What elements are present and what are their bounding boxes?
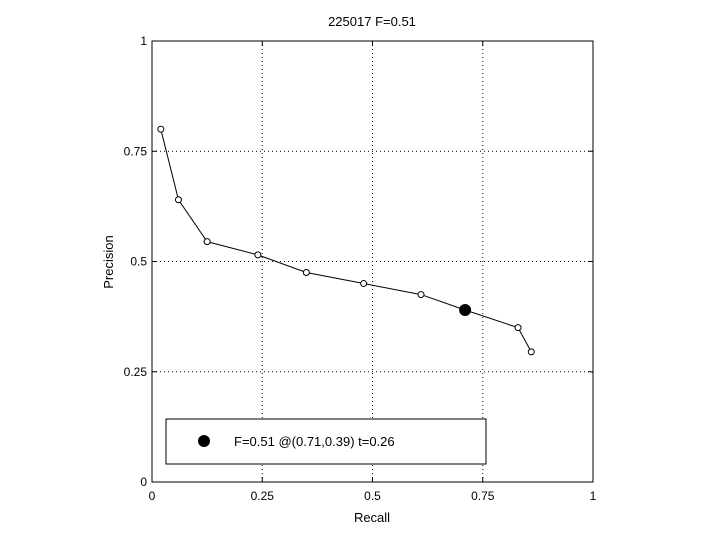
series-point xyxy=(203,238,211,246)
series-point xyxy=(514,324,522,332)
x-tick-label: 0.5 xyxy=(364,489,381,503)
x-axis-label: Recall xyxy=(354,510,390,525)
x-tick-labels: 0 0.25 0.5 0.75 1 xyxy=(149,489,597,503)
pr-curve-series xyxy=(157,125,535,356)
series-point xyxy=(254,251,262,259)
series-point xyxy=(527,348,535,356)
x-tick-label: 0.75 xyxy=(471,489,495,503)
series-point xyxy=(157,125,165,133)
chart-title: 225017 F=0.51 xyxy=(328,14,416,29)
y-tick-label: 0.75 xyxy=(124,144,148,158)
legend-marker xyxy=(198,435,210,447)
y-tick-label: 0.25 xyxy=(124,365,148,379)
y-axis-label: Precision xyxy=(101,235,116,288)
x-tick-label: 0.25 xyxy=(251,489,275,503)
x-tick-label: 1 xyxy=(590,489,597,503)
series-point xyxy=(302,269,310,277)
axis-ticks xyxy=(151,40,594,483)
y-tick-label: 0 xyxy=(140,475,147,489)
legend: F=0.51 @(0.71,0.39) t=0.26 xyxy=(165,418,487,465)
y-tick-label: 0.5 xyxy=(130,255,147,269)
series-point xyxy=(417,291,425,299)
grid-lines xyxy=(152,41,593,482)
x-tick-label: 0 xyxy=(149,489,156,503)
series-point xyxy=(360,280,368,288)
legend-text: F=0.51 @(0.71,0.39) t=0.26 xyxy=(234,434,395,449)
y-tick-label: 1 xyxy=(140,34,147,48)
y-tick-labels: 0 0.25 0.5 0.75 1 xyxy=(124,34,148,489)
series-point xyxy=(174,196,182,204)
legend-box xyxy=(165,418,487,465)
series-line xyxy=(160,129,532,353)
best-f-point xyxy=(459,304,472,317)
